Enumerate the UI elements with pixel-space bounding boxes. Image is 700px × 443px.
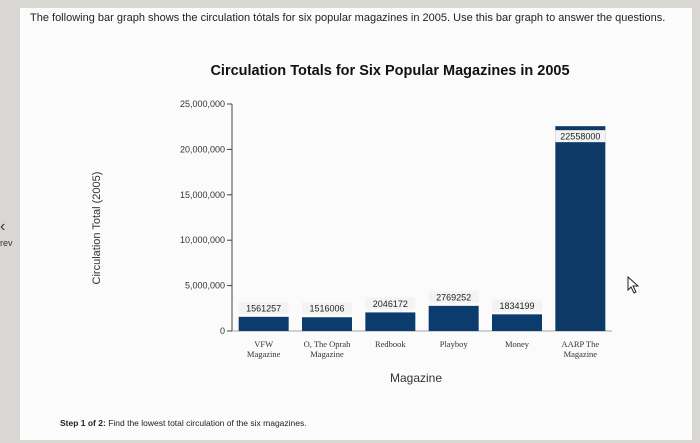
bar — [555, 126, 606, 331]
y-tick-label: 5,000,000 — [185, 281, 225, 291]
mouse-cursor-icon — [627, 276, 640, 294]
x-tick-label: AARP The — [562, 339, 600, 349]
step-text: Find the lowest total circulation of the… — [108, 418, 307, 428]
x-tick-label: Magazine — [247, 349, 281, 359]
chevron-left-icon[interactable]: ‹ — [0, 218, 6, 235]
data-label-box — [365, 297, 416, 310]
y-tick-label: 15,000,000 — [180, 190, 225, 200]
data-label-box — [555, 130, 606, 143]
step-instruction: Step 1 of 2: Find the lowest total circu… — [60, 418, 307, 428]
y-tick-label: 25,000,000 — [180, 99, 225, 109]
data-label: 1516006 — [309, 304, 344, 314]
data-label-box — [238, 301, 289, 314]
prev-label[interactable]: rev — [0, 238, 13, 248]
x-tick-label: Redbook — [375, 339, 406, 349]
x-tick-label: Playboy — [440, 339, 469, 349]
x-axis-label: Magazine — [390, 371, 443, 385]
y-tick-label: 0 — [220, 326, 225, 336]
data-label: 2046172 — [373, 299, 408, 309]
data-label: 22558000 — [560, 132, 600, 142]
step-prefix: Step 1 of 2: — [60, 418, 106, 428]
x-tick-label: O, The Oprah — [304, 339, 352, 349]
bar — [428, 305, 479, 331]
x-tick-label: Magazine — [310, 349, 344, 359]
bar — [492, 314, 542, 331]
prev-nav[interactable]: ‹ rev — [0, 218, 22, 249]
x-tick-label: VFW — [254, 339, 273, 349]
bar — [302, 317, 352, 331]
data-label-box — [302, 302, 352, 315]
data-label: 1561257 — [246, 303, 281, 313]
y-tick-label: 10,000,000 — [180, 235, 225, 245]
data-label: 2769252 — [436, 292, 471, 302]
x-tick-label: Magazine — [564, 349, 598, 359]
intro-text: The following bar graph shows the circul… — [30, 12, 666, 24]
chart-title: Circulation Totals for Six Popular Magaz… — [210, 63, 570, 79]
x-tick-label: Money — [505, 339, 530, 349]
data-label-box — [428, 290, 479, 303]
bar — [238, 316, 289, 331]
bar — [365, 312, 416, 331]
y-tick-label: 20,000,000 — [180, 144, 225, 154]
data-label: 1834199 — [499, 301, 534, 311]
data-label-box — [492, 299, 542, 312]
